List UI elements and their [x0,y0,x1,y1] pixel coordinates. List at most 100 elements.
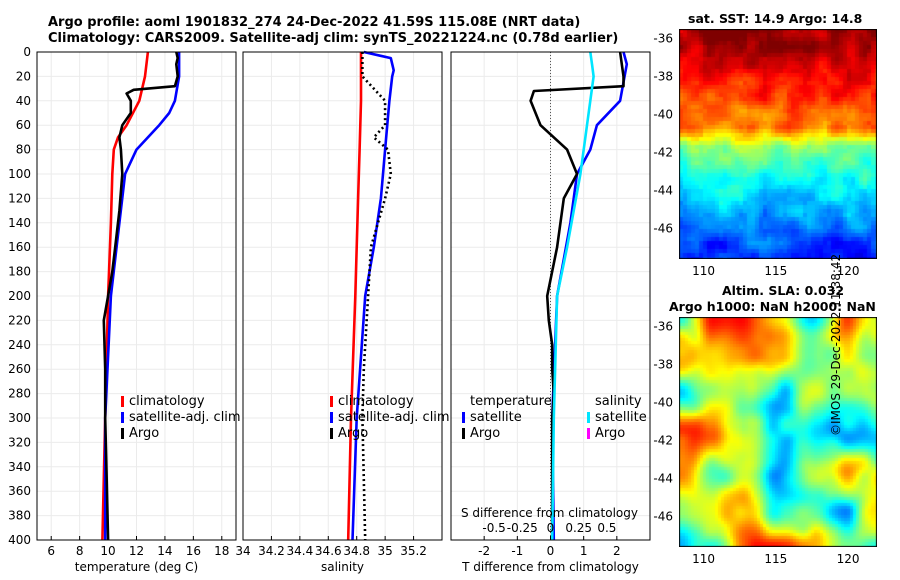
legend-temp-swatch [121,428,124,439]
legend-diff-temp-swatch [462,412,465,423]
legend-temp-label: climatology [129,394,205,409]
x2-tick-label: 0.5 [597,521,616,535]
x-tick-label: 16 [186,544,201,558]
map-y-tick-label: -38 [653,358,673,372]
header-title-line2: Climatology: CARS2009. Satellite-adj cli… [48,31,619,46]
legend-sal-label: satellite-adj. clim [338,410,450,425]
x-tick-label: 14 [157,544,172,558]
map-y-tick-label: -46 [653,510,673,524]
y-tick-label: 380 [8,509,31,523]
y-tick-label: 40 [16,94,31,108]
map-x-tick-label: 120 [837,264,860,278]
x-tick-label: 34.8 [343,544,370,558]
x2-tick-label: 0.25 [565,521,592,535]
map-y-tick-label: -36 [653,32,673,46]
y-tick-label: 260 [8,362,31,376]
x-tick-label: 34.6 [315,544,342,558]
y-tick-label: 140 [8,216,31,230]
series-line-climatology [101,51,150,541]
x-tick-label: 1 [580,544,588,558]
y-tick-label: 100 [8,167,31,181]
x-tick-label: 2 [613,544,621,558]
sla-map-subtitle: Argo h1000: NaN h2000: NaN [669,299,876,314]
map-x-tick-label: 120 [837,552,860,566]
sst-map [679,29,877,259]
map-x-tick-label: 110 [692,264,715,278]
map-y-tick-label: -36 [653,320,673,334]
sst-map-title: sat. SST: 14.9 Argo: 14.8 [688,11,863,26]
y-tick-label: 60 [16,118,31,132]
x-axis-label: salinity [321,560,364,574]
y-tick-label: 320 [8,435,31,449]
y-tick-label: 0 [23,45,31,59]
map-y-tick-label: -40 [653,108,673,122]
legend-sal-swatch [330,428,333,439]
map-y-tick-label: -42 [653,434,673,448]
y-tick-label: 300 [8,411,31,425]
series-line-argo [102,51,179,541]
x2-tick-label: 0 [547,521,555,535]
legend-sal-label: climatology [338,394,414,409]
sla-map-image [679,317,877,547]
sla-map [679,317,877,547]
x-tick-label: 34.2 [258,544,285,558]
series-line-satellite-adj-clim [103,52,181,540]
map-y-tick-label: -44 [653,472,673,486]
x2-tick-label: -0.25 [507,521,538,535]
y-tick-label: 20 [16,69,31,83]
legend-temp-swatch [121,412,124,423]
series-line-satellite-adj-clim [351,50,396,541]
x2-tick-label: -0.5 [482,521,505,535]
series-line-s-satellite [550,51,595,541]
map-y-tick-label: -46 [653,222,673,236]
x-tick-label: 18 [214,544,229,558]
legend-sal-swatch [330,396,333,407]
legend-diff-sal-label: satellite [595,410,647,425]
y-tick-label: 280 [8,387,31,401]
legend-sal-label: Argo [338,426,368,441]
y-tick-label: 200 [8,289,31,303]
map-x-tick-label: 110 [692,552,715,566]
y-tick-label: 240 [8,338,31,352]
x-tick-label: 8 [76,544,84,558]
x-tick-label: 34 [235,544,250,558]
imos-watermark: ©IMOS 29-Dec-2022 11:38:42 [829,253,843,436]
legend-diff-temp-label: Argo [470,426,500,441]
map-y-tick-label: -42 [653,146,673,160]
x-axis-label: T difference from climatology [461,560,639,574]
x-tick-label: -2 [478,544,490,558]
legend-sal-swatch [330,412,333,423]
axes-frame [242,51,443,541]
y-tick-label: 220 [8,313,31,327]
y-tick-label: 160 [8,240,31,254]
y-tick-label: 400 [8,533,31,547]
map-x-tick-label: 115 [764,264,787,278]
legend-temp-swatch [121,396,124,407]
y-tick-label: 80 [16,143,31,157]
header-title-line1: Argo profile: aoml 1901832_274 24-Dec-20… [48,15,581,30]
legend-diff-temp-title: temperature [470,394,552,409]
legend-diff-sal-swatch [587,428,590,439]
sst-map-image [679,29,877,259]
y-tick-label: 120 [8,191,31,205]
map-y-tick-label: -38 [653,70,673,84]
x2-axis-label: S difference from climatology [461,506,638,520]
legend-diff-sal-label: Argo [595,426,625,441]
legend-diff-sal-title: salinity [595,394,642,409]
y-tick-label: 360 [8,484,31,498]
legend-diff-temp-label: satellite [470,410,522,425]
map-y-tick-label: -40 [653,396,673,410]
x-tick-label: 35.2 [400,544,427,558]
x-tick-label: -1 [511,544,523,558]
x-tick-label: 35 [378,544,393,558]
x-tick-label: 0 [547,544,555,558]
map-y-tick-label: -44 [653,184,673,198]
series-line-climatology [346,52,363,541]
y-tick-label: 180 [8,265,31,279]
x-tick-label: 12 [129,544,144,558]
x-tick-label: 6 [47,544,55,558]
legend-temp-label: Argo [129,426,159,441]
legend-diff-sal-swatch [587,412,590,423]
y-tick-label: 340 [8,460,31,474]
